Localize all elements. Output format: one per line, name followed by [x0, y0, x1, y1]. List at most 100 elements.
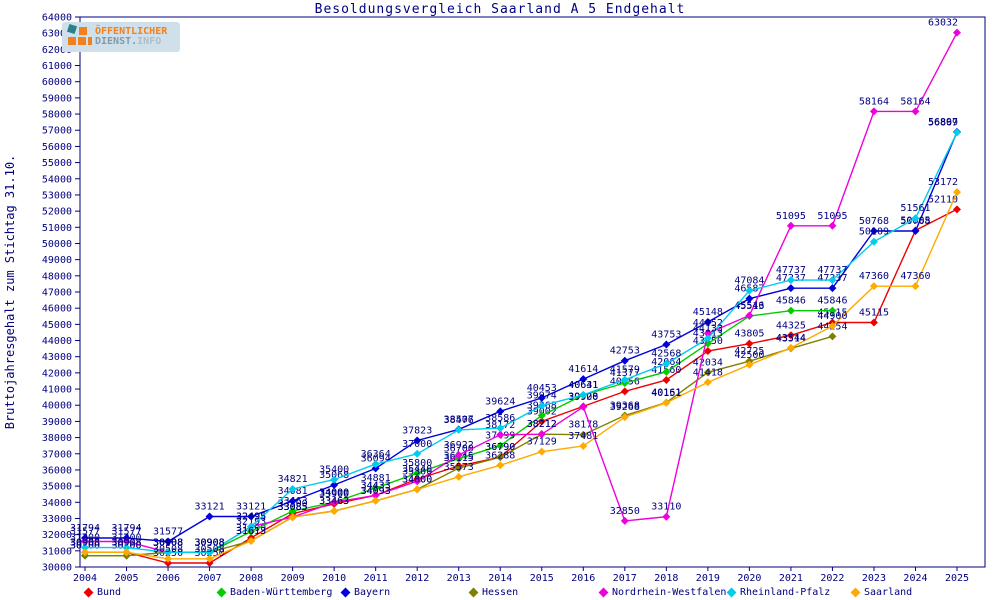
data-point-marker [579, 430, 588, 439]
legend-marker-icon [598, 587, 609, 598]
data-point-marker [745, 339, 754, 348]
data-point-label: 38476 [444, 415, 474, 426]
data-point-marker [911, 107, 920, 116]
x-axis-year-label: 2022 [820, 573, 844, 584]
y-axis-tick-label: 47000 [42, 288, 72, 299]
data-point-label: 51095 [776, 211, 806, 222]
data-point-marker [620, 356, 629, 365]
data-point-label: 30908 [111, 537, 141, 548]
data-point-label: 34881 [361, 473, 391, 484]
data-point-marker [662, 376, 671, 384]
data-point-label: 44900 [817, 311, 847, 322]
data-point-label: 36094 [361, 453, 391, 464]
y-axis-tick-label: 54000 [42, 174, 72, 185]
data-point-label: 32495 [236, 512, 266, 523]
y-axis-tick-label: 59000 [42, 93, 72, 104]
data-point-label: 38178 [568, 420, 598, 431]
data-point-label: 35800 [402, 458, 432, 469]
data-point-marker [537, 447, 546, 456]
data-point-marker [247, 527, 256, 536]
x-axis-year-label: 2007 [198, 573, 222, 584]
data-point-marker [620, 375, 629, 384]
x-axis-year-label: 2024 [903, 573, 927, 584]
y-axis-tick-label: 60000 [42, 77, 72, 88]
data-point-label: 33121 [236, 502, 266, 513]
data-point-label: 37481 [568, 431, 598, 442]
data-point-label: 30908 [195, 537, 225, 548]
legend-item-Hessen: Hessen [468, 587, 518, 598]
data-point-label: 34821 [278, 474, 308, 485]
x-axis-year-label: 2005 [114, 573, 138, 584]
data-point-label: 63032 [928, 18, 958, 29]
data-point-label: 36700 [444, 444, 474, 455]
data-point-label: 30508 [153, 544, 183, 555]
data-point-marker [911, 282, 920, 291]
data-point-marker [164, 537, 173, 546]
data-point-marker [579, 402, 588, 411]
data-point-marker [869, 227, 878, 236]
data-point-label: 34800 [402, 474, 432, 485]
data-point-label: 32495 [236, 512, 266, 523]
data-point-label: 34000 [319, 487, 349, 498]
series-line [85, 191, 958, 560]
data-point-marker [454, 451, 463, 460]
data-point-label: 40631 [568, 380, 598, 391]
data-point-marker [662, 367, 671, 376]
data-point-marker [413, 485, 422, 494]
legend-item-Bayern: Bayern [340, 587, 390, 598]
data-point-marker [579, 441, 588, 450]
data-point-marker [122, 548, 131, 557]
data-point-label: 38586 [485, 413, 515, 424]
data-point-marker [330, 481, 339, 490]
data-point-marker [953, 205, 961, 214]
data-point-label: 31794 [111, 523, 141, 534]
data-point-marker [537, 411, 546, 420]
y-axis-tick-label: 43000 [42, 352, 72, 363]
data-point-label: 40161 [651, 388, 681, 399]
legend-marker-icon [216, 587, 227, 598]
x-axis-year-label: 2012 [405, 573, 429, 584]
oeffentlicher-dienst-logo[interactable]: ÖFFENTLICHER DIENST.INFO [62, 22, 180, 52]
data-point-marker [745, 294, 754, 303]
data-point-marker [288, 513, 297, 522]
data-point-label: 45546 [734, 301, 764, 312]
data-point-label: 35068 [319, 470, 349, 481]
data-point-label: 39268 [610, 402, 640, 413]
data-point-label: 53172 [928, 177, 958, 188]
data-point-marker [164, 548, 173, 557]
legend-label: Bund [97, 587, 122, 598]
data-point-marker [247, 512, 256, 521]
data-point-marker [122, 543, 131, 552]
data-point-label: 30908 [153, 537, 183, 548]
data-point-label: 41579 [610, 365, 640, 376]
data-point-label: 38212 [527, 419, 557, 430]
y-axis-tick-label: 44000 [42, 336, 72, 347]
data-point-marker [496, 441, 505, 450]
data-point-marker [828, 332, 837, 341]
data-point-label: 50109 [859, 227, 889, 238]
series-line [85, 131, 958, 543]
data-point-marker [828, 221, 837, 230]
data-point-label: 47360 [900, 271, 930, 282]
data-point-marker [703, 378, 712, 387]
data-point-label: 31577 [70, 526, 100, 537]
data-point-label: 36364 [361, 449, 391, 460]
y-axis-tick-label: 39000 [42, 417, 72, 428]
x-axis-year-label: 2020 [737, 573, 761, 584]
data-point-label: 45846 [817, 296, 847, 307]
data-point-marker [288, 496, 297, 505]
data-point-label: 42753 [610, 346, 640, 357]
data-point-marker [703, 368, 712, 377]
data-point-label: 34093 [361, 486, 391, 497]
data-point-label: 40151 [651, 388, 681, 399]
legend-label: Nordrhein-Westfalen [612, 587, 727, 598]
logo-text: ÖFFENTLICHER DIENST.INFO [95, 27, 167, 47]
data-point-marker [537, 401, 546, 410]
data-point-label: 56897 [928, 117, 958, 128]
series-line [85, 132, 958, 553]
data-point-marker [620, 387, 629, 396]
legend-label: Rheinland-Pfalz [740, 587, 831, 598]
data-point-marker [413, 477, 422, 486]
data-point-marker [288, 485, 297, 494]
